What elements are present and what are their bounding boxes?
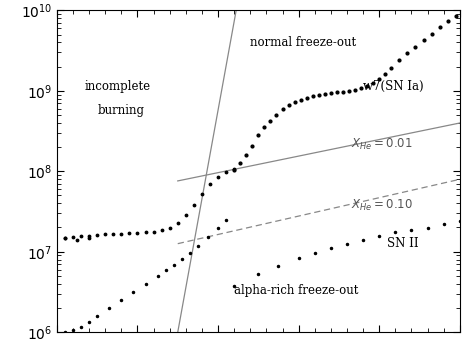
Text: burning: burning [97,104,144,117]
Text: w7(SN Ia): w7(SN Ia) [363,80,424,93]
Text: SN II: SN II [387,237,419,250]
Text: $X_{He}=0.01$: $X_{He}=0.01$ [351,137,413,152]
Text: alpha-rich freeze-out: alpha-rich freeze-out [234,284,358,297]
Text: normal freeze-out: normal freeze-out [250,36,356,49]
Text: $X_{He}=0.10$: $X_{He}=0.10$ [351,198,413,213]
Text: incomplete: incomplete [85,80,151,93]
